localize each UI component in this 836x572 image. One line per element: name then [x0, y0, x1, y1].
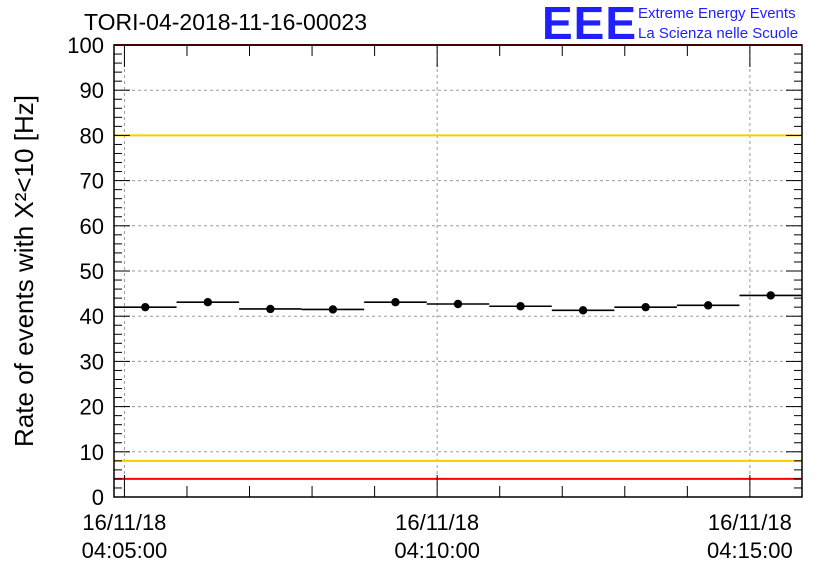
- y-tick-label: 60: [80, 214, 104, 239]
- data-point: [266, 304, 275, 314]
- axis-ticks: [114, 44, 802, 498]
- data-point: [328, 305, 338, 314]
- data-point: [453, 299, 463, 309]
- y-tick-label: 90: [80, 78, 104, 103]
- data-point: [203, 297, 213, 307]
- data-point: [391, 297, 400, 307]
- logo-mark: EEE: [542, 0, 638, 49]
- y-tick-label: 0: [92, 485, 104, 510]
- data-points: [114, 291, 802, 315]
- x-tick-time-label: 04:15:00: [707, 538, 793, 563]
- chart-title: TORI-04-2018-11-16-00023: [84, 9, 367, 35]
- y-tick-label: 50: [80, 259, 104, 284]
- logo-subtitle-line2: La Scienza nelle Scuole: [638, 25, 799, 42]
- data-point: [703, 301, 713, 310]
- y-tick-label: 70: [80, 169, 104, 194]
- data-point: [141, 302, 150, 312]
- x-tick-date-label: 16/11/18: [82, 510, 166, 535]
- data-point: [516, 302, 525, 311]
- x-tick-date-label: 16/11/18: [708, 510, 792, 535]
- data-point: [641, 302, 650, 312]
- y-tick-label: 80: [80, 123, 104, 148]
- eee-logo: EEE Extreme Energy Events La Scienza nel…: [542, 0, 832, 49]
- x-tick-time-label: 04:05:00: [82, 538, 168, 563]
- data-point: [766, 291, 775, 300]
- y-tick-label: 40: [80, 304, 104, 329]
- x-tick-date-label: 16/11/18: [395, 510, 479, 535]
- y-tick-label: 100: [67, 33, 104, 58]
- x-tick-time-label: 04:10:00: [394, 538, 480, 563]
- reference-lines: [114, 44, 802, 480]
- axis-labels: 0 10 20 30 40 50 60 70 80 90 100 16/11/18 04:05:00 16…: [67, 33, 792, 563]
- y-tick-label: 20: [80, 395, 104, 420]
- y-tick-label: 10: [80, 440, 104, 465]
- y-tick-label: 30: [80, 349, 104, 374]
- logo-subtitle-line1: Extreme Energy Events: [638, 5, 796, 22]
- y-axis-label: Rate of events with X²<10 [Hz]: [9, 95, 39, 447]
- grid-lines: [114, 45, 802, 497]
- data-point: [578, 306, 588, 315]
